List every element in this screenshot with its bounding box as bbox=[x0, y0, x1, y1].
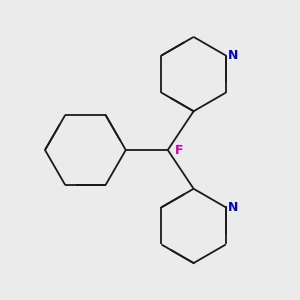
Text: F: F bbox=[175, 143, 183, 157]
Text: N: N bbox=[228, 49, 239, 62]
Text: N: N bbox=[228, 201, 239, 214]
